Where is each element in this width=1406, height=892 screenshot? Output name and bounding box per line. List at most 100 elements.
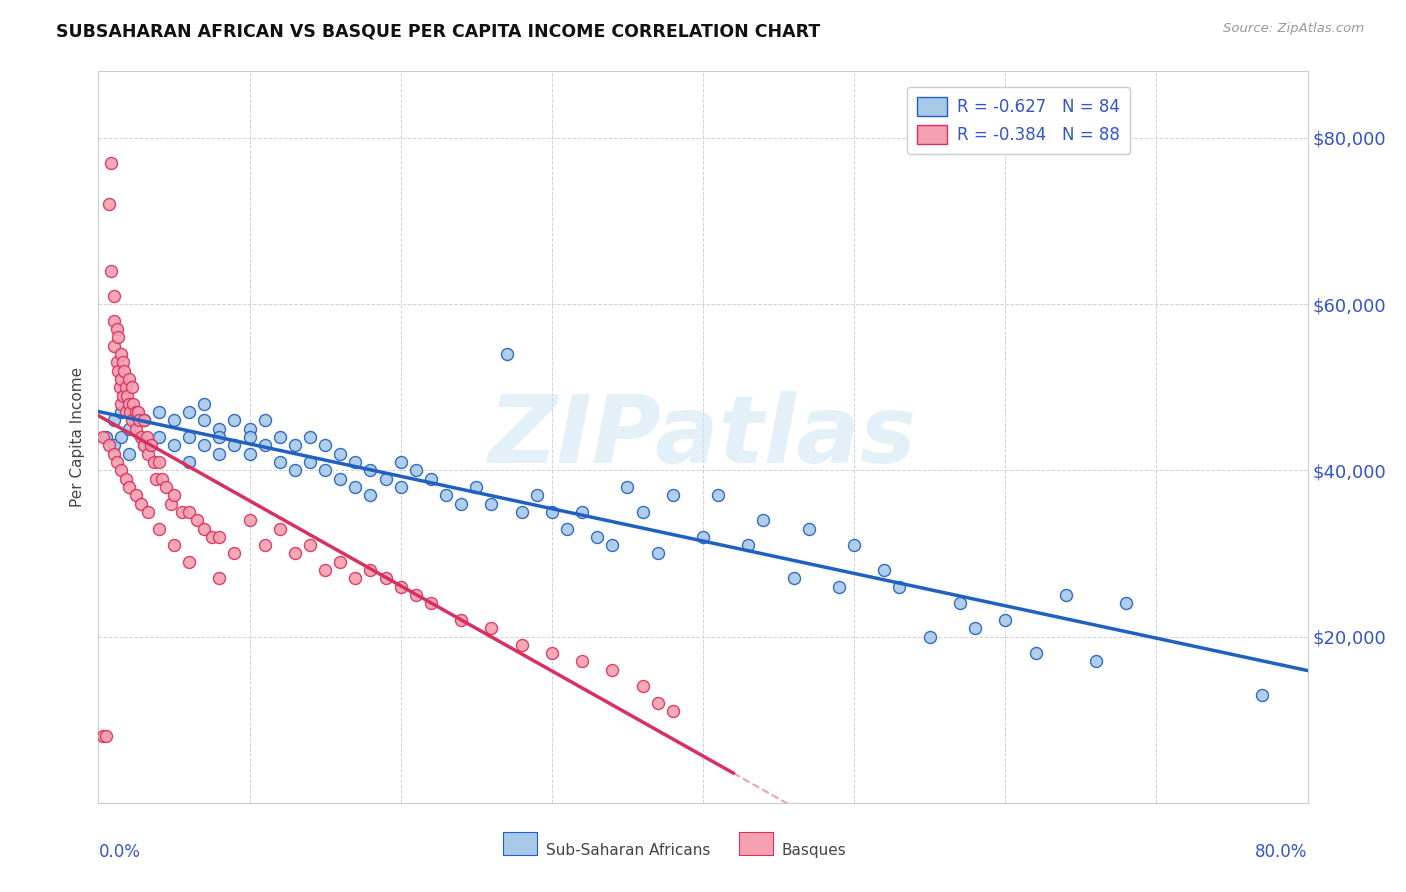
Point: [239, 422, 262, 436]
Point: [91, 430, 114, 444]
Point: [647, 696, 669, 710]
Point: [201, 530, 224, 544]
Point: [118, 447, 141, 461]
Point: [110, 397, 132, 411]
Point: [360, 563, 382, 577]
Point: [389, 580, 412, 594]
FancyBboxPatch shape: [503, 832, 537, 855]
Point: [239, 513, 262, 527]
Point: [253, 413, 276, 427]
Point: [540, 646, 562, 660]
Point: [844, 538, 866, 552]
Point: [224, 413, 246, 427]
Point: [179, 555, 201, 569]
Point: [526, 488, 548, 502]
Point: [121, 380, 143, 394]
Point: [128, 413, 150, 427]
Point: [889, 580, 911, 594]
Point: [450, 613, 472, 627]
Point: [118, 397, 141, 411]
Point: [115, 388, 138, 402]
Point: [783, 571, 806, 585]
Point: [253, 538, 276, 552]
Point: [616, 480, 638, 494]
Point: [434, 488, 457, 502]
Point: [344, 571, 367, 585]
Point: [122, 397, 145, 411]
Point: [481, 497, 503, 511]
Point: [111, 355, 134, 369]
Point: [329, 555, 352, 569]
Point: [707, 488, 730, 502]
Point: [269, 430, 291, 444]
Point: [284, 463, 307, 477]
Point: [150, 472, 173, 486]
Point: [253, 438, 276, 452]
Point: [103, 314, 125, 328]
Point: [132, 438, 155, 452]
Point: [405, 588, 427, 602]
Point: [141, 438, 163, 452]
Point: [374, 472, 396, 486]
Point: [828, 580, 851, 594]
Point: [98, 197, 121, 211]
Point: [136, 447, 159, 461]
Point: [465, 480, 488, 494]
Point: [314, 438, 336, 452]
Point: [1251, 688, 1274, 702]
Point: [299, 430, 322, 444]
Point: [661, 705, 683, 719]
Point: [121, 413, 143, 427]
Point: [91, 729, 114, 743]
Y-axis label: Per Capita Income: Per Capita Income: [70, 367, 86, 508]
Point: [360, 463, 382, 477]
Point: [148, 405, 170, 419]
Point: [110, 347, 132, 361]
Point: [110, 463, 132, 477]
Point: [239, 447, 262, 461]
Point: [136, 505, 159, 519]
Point: [661, 488, 683, 502]
Point: [105, 322, 128, 336]
Point: [179, 405, 201, 419]
Point: [170, 505, 193, 519]
Point: [269, 455, 291, 469]
Point: [98, 438, 121, 452]
Point: [118, 422, 141, 436]
Point: [1024, 646, 1046, 660]
Point: [1054, 588, 1077, 602]
Point: [193, 397, 215, 411]
Point: [107, 330, 129, 344]
Point: [374, 571, 396, 585]
Point: [193, 413, 215, 427]
Point: [208, 530, 231, 544]
Point: [143, 455, 166, 469]
Point: [125, 422, 148, 436]
Point: [179, 430, 201, 444]
Point: [132, 413, 155, 427]
Point: [125, 488, 148, 502]
Point: [949, 596, 972, 610]
Point: [571, 505, 593, 519]
Point: [284, 546, 307, 560]
Point: [160, 497, 183, 511]
Text: ZIPatlas: ZIPatlas: [489, 391, 917, 483]
Point: [148, 521, 170, 535]
Point: [208, 422, 231, 436]
FancyBboxPatch shape: [740, 832, 773, 855]
Point: [405, 463, 427, 477]
Point: [224, 546, 246, 560]
Point: [114, 405, 136, 419]
Point: [103, 413, 125, 427]
Legend: R = -0.627   N = 84, R = -0.384   N = 88: R = -0.627 N = 84, R = -0.384 N = 88: [907, 87, 1130, 153]
Point: [135, 430, 157, 444]
Point: [114, 380, 136, 394]
Point: [163, 413, 186, 427]
Point: [631, 505, 654, 519]
Point: [100, 156, 122, 170]
Point: [918, 630, 941, 644]
Point: [110, 430, 132, 444]
Point: [105, 455, 128, 469]
Point: [329, 472, 352, 486]
Point: [299, 538, 322, 552]
